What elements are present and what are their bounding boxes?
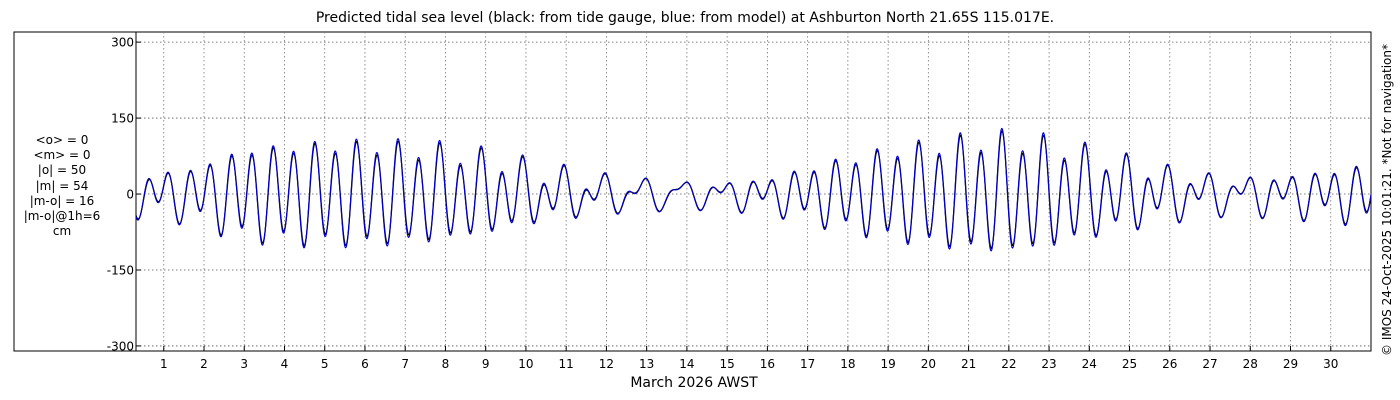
y-tick-label: 150 (111, 112, 134, 126)
chart-title: Predicted tidal sea level (black: from t… (315, 10, 1055, 26)
stat-abs-diff-1h: |m-o|@1h=6 (23, 209, 101, 224)
x-tick-label: 12 (599, 357, 614, 371)
stat-unit: cm (52, 224, 72, 239)
x-tick-label: 4 (281, 357, 289, 371)
x-tick-label: 21 (961, 357, 976, 371)
x-tick-label: 16 (760, 357, 775, 371)
x-tick-label: 2 (200, 357, 208, 371)
x-tick-label: 13 (639, 357, 654, 371)
stat-mean-model: <m> = 0 (33, 148, 91, 163)
x-tick-label: 23 (1041, 357, 1056, 371)
x-axis-label: March 2026 AWST (630, 375, 758, 391)
stat-abs-observed: |o| = 50 (37, 163, 87, 178)
x-tick-label: 6 (361, 357, 369, 371)
x-tick-label: 3 (240, 357, 248, 371)
x-tick-label: 8 (442, 357, 450, 371)
x-tick-label: 9 (482, 357, 490, 371)
x-tick-label: 25 (1122, 357, 1137, 371)
x-tick-label: 22 (1001, 357, 1016, 371)
x-tick-label: 29 (1283, 357, 1298, 371)
stat-abs-model: |m| = 54 (35, 178, 89, 193)
x-tick-label: 5 (321, 357, 329, 371)
y-tick-label: 0 (126, 188, 134, 202)
outer-frame (13, 31, 1372, 352)
x-tick-label: 15 (720, 357, 735, 371)
copyright-note: © IMOS 24-Oct-2025 10:01:21. *Not for na… (1377, 4, 1397, 396)
y-tick-label: -150 (107, 263, 134, 277)
copyright-text: © IMOS 24-Oct-2025 10:01:21. *Not for na… (1380, 44, 1394, 356)
x-tick-label: 19 (880, 357, 895, 371)
gauge-series-line (135, 130, 1372, 250)
x-tick-label: 11 (559, 357, 574, 371)
x-tick-label: 24 (1082, 357, 1097, 371)
series-layer (135, 127, 1372, 252)
x-tick-label: 7 (401, 357, 409, 371)
grid-layer (136, 32, 1371, 351)
stat-abs-diff: |m-o| = 16 (29, 193, 95, 208)
x-tick-label: 17 (800, 357, 815, 371)
x-tick-label: 1 (160, 357, 168, 371)
x-tick-label: 30 (1323, 357, 1338, 371)
stats-panel: <o> = 0 <m> = 0 |o| = 50 |m| = 54 |m-o| … (14, 133, 110, 239)
y-tick-label: -300 (107, 339, 134, 353)
y-tick-label: 300 (111, 36, 134, 50)
x-tick-label: 28 (1243, 357, 1258, 371)
x-tick-label: 20 (921, 357, 936, 371)
model-series-line (135, 127, 1372, 252)
x-tick-label: 14 (679, 357, 694, 371)
x-tick-label: 26 (1162, 357, 1177, 371)
x-tick-label: 18 (840, 357, 855, 371)
x-tick-label: 27 (1202, 357, 1217, 371)
x-tick-label: 10 (518, 357, 533, 371)
stat-mean-observed: <o> = 0 (35, 133, 89, 147)
